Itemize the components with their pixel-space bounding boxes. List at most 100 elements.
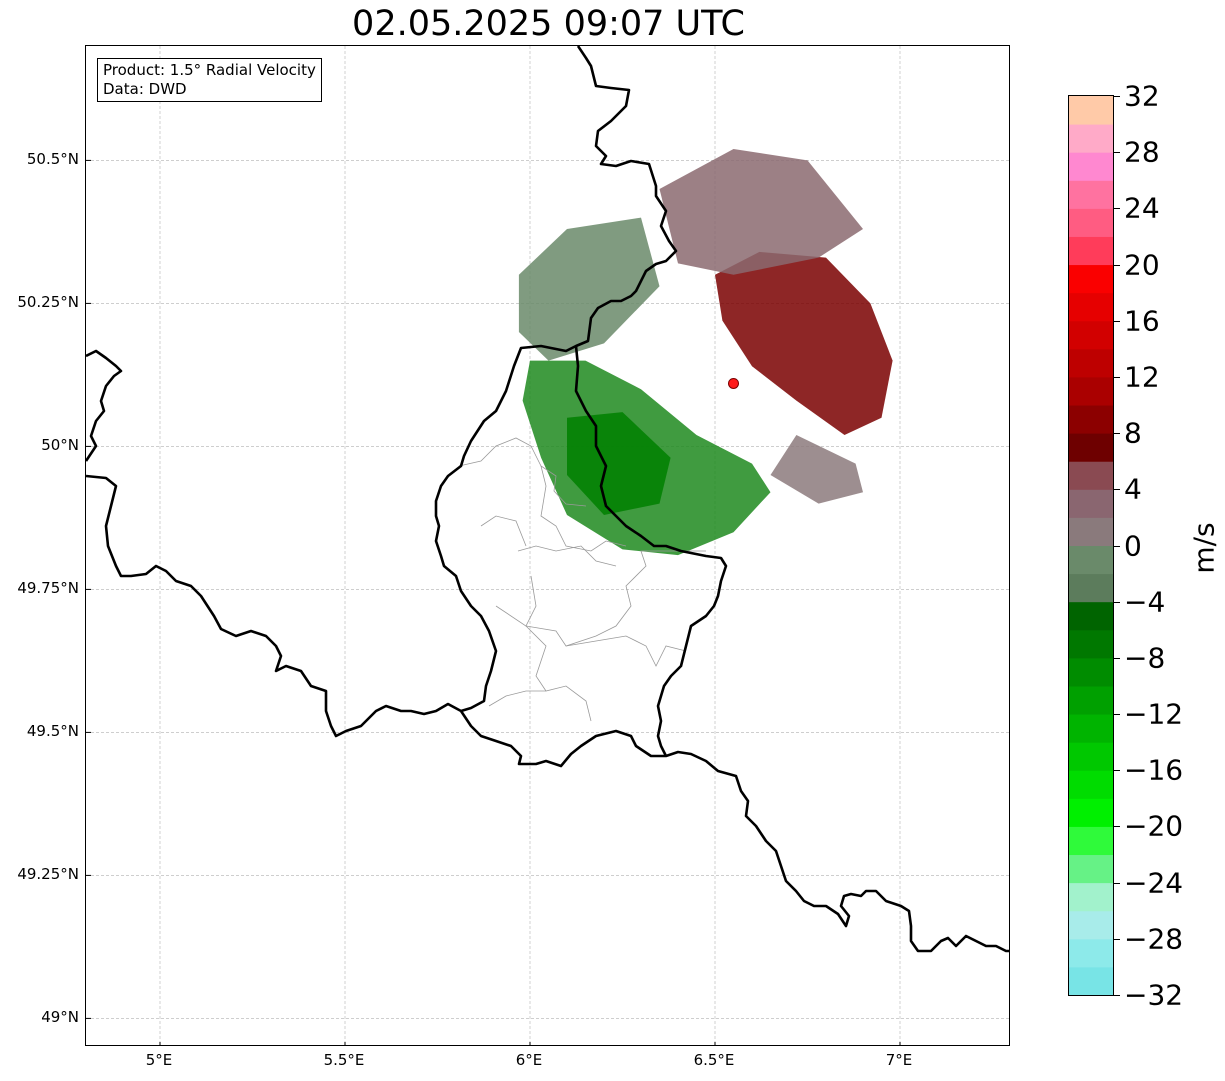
colorbar-bin bbox=[1069, 320, 1113, 350]
colorbar-bin bbox=[1069, 348, 1113, 378]
colorbar-bin bbox=[1069, 714, 1113, 743]
radar-site-layer bbox=[728, 377, 739, 389]
colorbar-tick-label: −4 bbox=[1124, 585, 1166, 619]
colorbar-tick-label: 28 bbox=[1124, 135, 1160, 169]
colorbar-tick-mark bbox=[1113, 152, 1120, 154]
colorbar-tick-mark bbox=[1113, 545, 1120, 547]
radar-echoes bbox=[518, 149, 893, 556]
colorbar-tick-label: 0 bbox=[1124, 529, 1142, 562]
latitude-tick-label: 49.75°N bbox=[17, 579, 79, 598]
colorbar-tick-label: −8 bbox=[1124, 641, 1166, 675]
colorbar-bin bbox=[1069, 573, 1113, 603]
longitude-tick-label: 7°E bbox=[885, 1051, 913, 1069]
colorbar-unit-label: m/s bbox=[1187, 522, 1221, 574]
admin-boundary-line bbox=[540, 465, 627, 552]
colorbar-tick-label: −16 bbox=[1124, 753, 1184, 787]
longitude-tick-label: 6.5°E bbox=[693, 1051, 735, 1069]
colorbar-bin bbox=[1069, 489, 1113, 518]
axis-tick-marks bbox=[86, 159, 901, 1045]
colorbar-tick-mark bbox=[1113, 208, 1120, 210]
longitude-tick-label: 5°E bbox=[145, 1051, 173, 1069]
colorbar-bin bbox=[1069, 826, 1113, 856]
longitude-tick-label: 5.5°E bbox=[323, 1051, 365, 1069]
data-source-label: Data: DWD bbox=[103, 80, 187, 98]
colorbar-bin bbox=[1069, 264, 1113, 294]
colorbar-bin bbox=[1069, 685, 1113, 715]
colorbar-tick-label: −20 bbox=[1124, 809, 1184, 843]
colorbar-bin bbox=[1069, 376, 1113, 406]
latitude-tick-label: 50.25°N bbox=[17, 293, 79, 312]
border-be-nl-corner bbox=[86, 349, 123, 462]
colorbar-tick-mark bbox=[1113, 995, 1120, 996]
colorbar-bin bbox=[1069, 461, 1113, 490]
colorbar-tick-label: −12 bbox=[1124, 697, 1184, 731]
map-svg bbox=[86, 46, 1009, 1045]
echo-region-outbound-far bbox=[715, 251, 893, 435]
figure-title: 02.05.2025 09:07 UTC bbox=[352, 4, 745, 44]
colorbar-tick-mark bbox=[1113, 376, 1120, 378]
colorbar-tick-mark bbox=[1113, 489, 1120, 491]
border-de-be-lu-north bbox=[434, 46, 678, 713]
colorbar-bin bbox=[1069, 910, 1113, 940]
latitude-tick-label: 50°N bbox=[41, 436, 79, 455]
colorbar-bin bbox=[1069, 517, 1113, 546]
admin-boundary-line bbox=[525, 550, 706, 647]
colorbar-bin bbox=[1069, 601, 1113, 631]
longitude-tick-label: 6°E bbox=[515, 1051, 543, 1069]
country-borders bbox=[86, 46, 1009, 953]
colorbar-bin bbox=[1069, 96, 1113, 125]
colorbar-tick-label: 4 bbox=[1124, 472, 1142, 506]
colorbar-tick-label: 24 bbox=[1124, 191, 1160, 225]
colorbar-tick-mark bbox=[1113, 938, 1120, 940]
colorbar-tick-label: 16 bbox=[1124, 304, 1160, 338]
colorbar-bin bbox=[1069, 798, 1113, 827]
colorbar-tick-mark bbox=[1113, 601, 1120, 603]
admin-boundary-line bbox=[495, 605, 592, 722]
radar-site-marker bbox=[728, 377, 739, 389]
colorbar-tick-mark bbox=[1113, 882, 1120, 884]
colorbar-bin bbox=[1069, 433, 1113, 462]
admin-boundary-line bbox=[565, 635, 687, 667]
admin-boundary-line bbox=[517, 545, 617, 567]
latitude-tick-label: 50.5°N bbox=[26, 150, 79, 169]
colorbar-tick-label: −28 bbox=[1124, 922, 1184, 956]
map-panel bbox=[85, 45, 1010, 1046]
colorbar-tick-label: 32 bbox=[1124, 79, 1160, 113]
admin-boundary-line bbox=[488, 690, 546, 707]
admin-boundary-line bbox=[458, 437, 587, 507]
colorbar-bin bbox=[1069, 629, 1113, 659]
colorbar-tick-mark bbox=[1113, 714, 1120, 716]
gridlines bbox=[86, 46, 1009, 1045]
border-fr-lu-south bbox=[459, 710, 1009, 953]
border-fr-be-west bbox=[86, 474, 462, 738]
echo-region-outbound-weak bbox=[770, 435, 863, 504]
colorbar-bin bbox=[1069, 938, 1113, 968]
echo-region-inbound-weak bbox=[518, 217, 660, 361]
colorbar-bin bbox=[1069, 405, 1113, 434]
colorbar-tick-mark bbox=[1113, 264, 1120, 266]
colorbar-tick-mark bbox=[1113, 96, 1120, 97]
colorbar-bin bbox=[1069, 742, 1113, 771]
colorbar-bin bbox=[1069, 152, 1113, 181]
colorbar-svg bbox=[1069, 96, 1113, 995]
colorbar-bin bbox=[1069, 966, 1113, 995]
colorbar-bin bbox=[1069, 657, 1113, 687]
latitude-tick-label: 49.5°N bbox=[26, 722, 79, 741]
colorbar-tick-label: 8 bbox=[1124, 416, 1142, 450]
echo-region-inbound-mid bbox=[567, 412, 671, 515]
colorbar-tick-mark bbox=[1113, 826, 1120, 828]
colorbar-bin bbox=[1069, 292, 1113, 322]
colorbar-bin bbox=[1069, 236, 1113, 266]
colorbar-tick-label: 20 bbox=[1124, 248, 1160, 282]
colorbar-bin bbox=[1069, 180, 1113, 209]
colorbar-tick-label: −32 bbox=[1124, 978, 1184, 1012]
colorbar-tick-mark bbox=[1113, 770, 1120, 772]
colorbar-tick-mark bbox=[1113, 657, 1120, 659]
product-info-box: Product: 1.5° Radial Velocity Data: DWD bbox=[97, 58, 322, 102]
colorbar-bin bbox=[1069, 770, 1113, 799]
colorbar-tick-mark bbox=[1113, 320, 1120, 322]
colorbar-bin bbox=[1069, 124, 1113, 153]
colorbar bbox=[1068, 95, 1114, 996]
colorbar-tick-label: −24 bbox=[1124, 866, 1184, 900]
